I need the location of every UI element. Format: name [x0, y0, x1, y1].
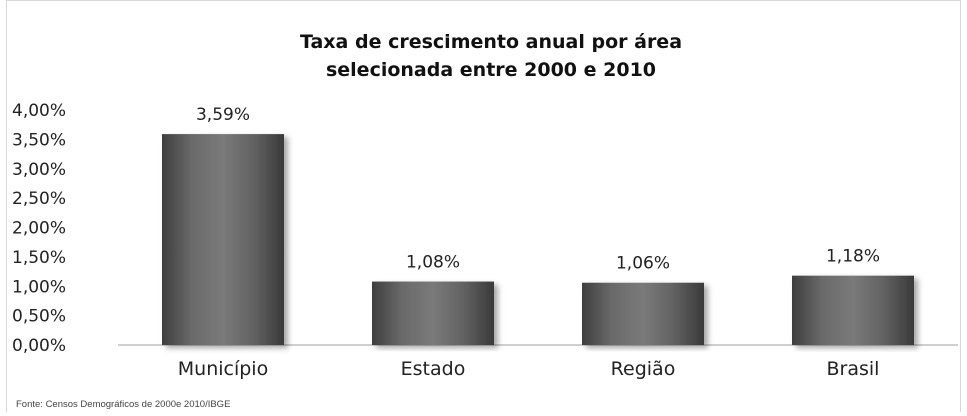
bar-value-label: 1,06%: [616, 254, 670, 274]
y-tick-label: 4,00%: [12, 101, 66, 121]
category-label: Região: [611, 358, 676, 380]
y-tick-label: 2,50%: [12, 189, 66, 209]
category-label: Brasil: [827, 358, 880, 380]
bar: [372, 281, 494, 345]
value-labels-group: 3,59% 1,08% 1,06% 1,18%: [196, 105, 880, 274]
category-label: Município: [178, 358, 268, 380]
bars-group: [162, 134, 914, 345]
y-axis-ticks: 0,00% 0,50% 1,00% 1,50% 2,00% 2,50% 3,00% 3,50%…: [12, 101, 66, 356]
y-tick-label: 3,00%: [12, 160, 66, 180]
chart-subtitle: selecionada entre 2000 e 2010: [326, 59, 656, 81]
bar-value-label: 3,59%: [196, 105, 250, 125]
y-tick-label: 0,50%: [12, 307, 66, 327]
bar: [582, 282, 704, 345]
chart-frame: [6, 0, 961, 412]
bar-value-label: 1,08%: [406, 253, 460, 273]
y-tick-label: 1,50%: [12, 248, 66, 268]
chart-title: Taxa de crescimento anual por área: [300, 31, 682, 53]
bar: [792, 275, 914, 345]
y-tick-label: 1,00%: [12, 277, 66, 297]
bar: [162, 134, 284, 345]
bar-value-label: 1,18%: [826, 247, 880, 267]
category-labels-group: Município Estado Região Brasil: [178, 358, 880, 380]
category-label: Estado: [401, 358, 466, 380]
y-tick-label: 0,00%: [12, 336, 66, 356]
source-note: Fonte: Censos Demográficos de 2000e 2010…: [16, 399, 230, 410]
y-tick-label: 2,00%: [12, 219, 66, 239]
y-tick-label: 3,50%: [12, 130, 66, 150]
